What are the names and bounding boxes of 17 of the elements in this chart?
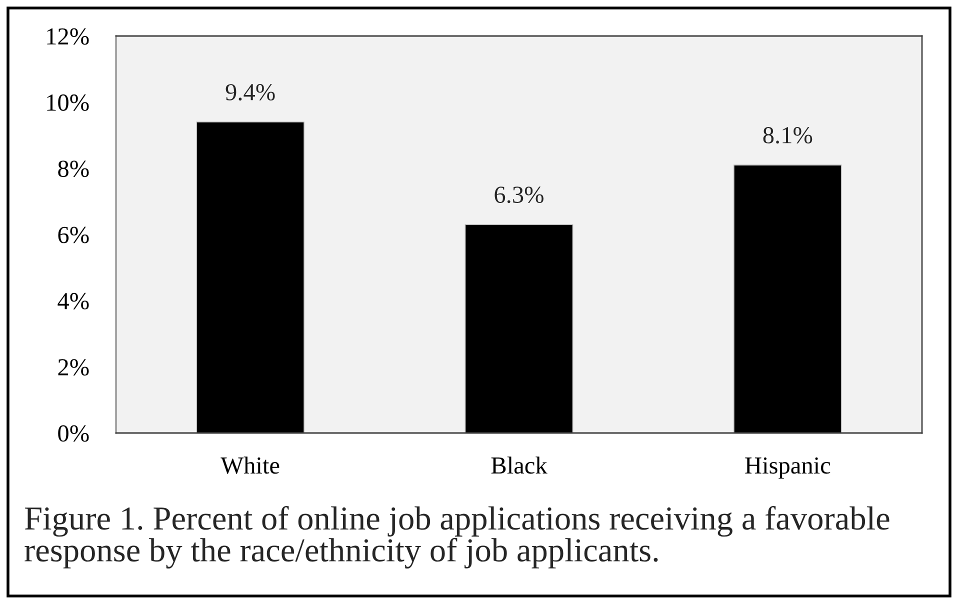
y-tick-label: 12% (47, 28, 89, 45)
bar (464, 224, 574, 433)
bar (734, 164, 842, 433)
y-tick-label: 10% (47, 94, 89, 111)
y-tick-label: 0% (58, 425, 89, 442)
y-tick-label: 8% (58, 160, 89, 178)
y-tick-label: 6% (58, 226, 89, 244)
data-label: 8.1% (763, 127, 812, 144)
bar (196, 122, 304, 433)
x-tick-label: Hispanic (745, 457, 830, 479)
caption: Figure 1. Percent of online job applications receiving a favorable response by the race/ethnicity of job applicants. (24, 506, 890, 568)
data-label: 9.4% (226, 84, 275, 101)
y-tick-label: 2% (58, 359, 89, 376)
y-tick-label: 4% (58, 292, 89, 310)
data-label: 6.3% (494, 186, 544, 204)
x-tick-label: Black (491, 456, 548, 474)
x-tick-label: White (220, 456, 280, 474)
